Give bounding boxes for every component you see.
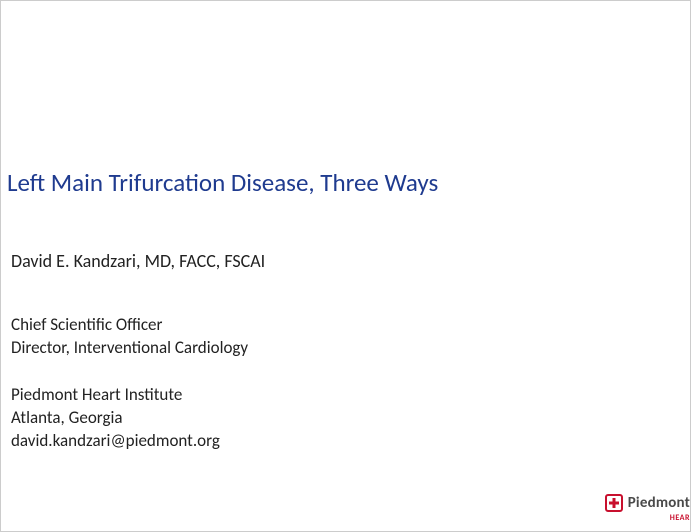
author-role-line1: Chief Scientific Officer xyxy=(11,314,162,337)
piedmont-logo: Piedmont xyxy=(604,493,690,513)
author-role-line2: Director, Interventional Cardiology xyxy=(11,337,248,360)
piedmont-logo-icon xyxy=(604,493,624,513)
piedmont-logo-subtext: HEAR xyxy=(670,513,690,523)
location: Atlanta, Georgia xyxy=(11,407,123,430)
piedmont-logo-text: Piedmont xyxy=(628,494,690,512)
author-email: david.kandzari@piedmont.org xyxy=(11,430,220,453)
author-name: David E. Kandzari, MD, FACC, FSCAI xyxy=(11,250,265,273)
institution: Piedmont Heart Institute xyxy=(11,384,182,407)
slide-title: Left Main Trifurcation Disease, Three Wa… xyxy=(7,168,438,198)
presentation-slide: Left Main Trifurcation Disease, Three Wa… xyxy=(0,0,691,532)
